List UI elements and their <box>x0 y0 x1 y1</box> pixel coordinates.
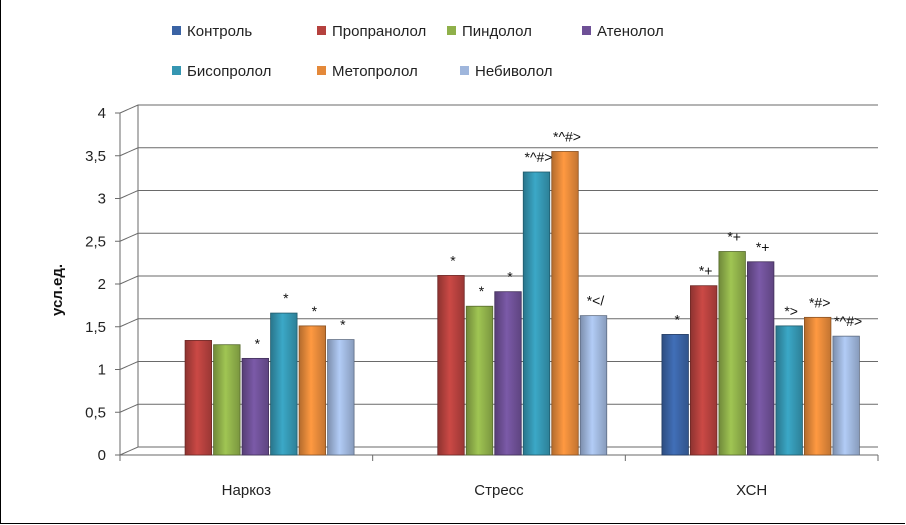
significance-label: *> <box>784 303 798 319</box>
y-tick-label: 2,5 <box>85 233 106 250</box>
legend-swatch <box>460 66 469 75</box>
y-axis-label: усл.ед. <box>49 264 66 316</box>
bar <box>437 275 465 456</box>
significance-label: * <box>507 269 513 285</box>
significance-label: *#> <box>809 294 830 310</box>
significance-label: *^#> <box>525 149 553 165</box>
legend-label: Метопролол <box>332 63 418 80</box>
bar <box>804 316 832 456</box>
bar <box>718 251 746 456</box>
category-label: Наркоз <box>222 482 271 499</box>
significance-label: * <box>340 317 346 333</box>
bar <box>832 335 860 456</box>
category-label: Стресс <box>474 482 524 499</box>
legend-label: Бисопролол <box>187 63 271 80</box>
gridline <box>119 190 878 199</box>
legend-swatch <box>317 66 326 75</box>
bar <box>184 340 212 456</box>
y-tick-label: 1,5 <box>85 319 106 336</box>
significance-label: *+ <box>756 239 770 255</box>
legend-swatch <box>582 26 591 35</box>
significance-label: * <box>255 335 261 351</box>
bars-layer <box>184 151 860 456</box>
legend: Контроль Пропранолол Пиндолол Атенолол Бисоп… <box>172 23 664 80</box>
significance-label: *</ <box>587 293 605 309</box>
legend-label: Небиволол <box>475 63 552 80</box>
significance-label: * <box>450 252 456 268</box>
bar <box>579 315 608 456</box>
gridline <box>119 104 878 114</box>
significance-label: * <box>479 283 485 299</box>
significance-label: * <box>312 303 318 319</box>
y-tick-label: 2 <box>98 276 106 293</box>
significance-label: *+ <box>699 263 713 279</box>
legend-swatch <box>172 66 181 75</box>
legend-label: Пропранолол <box>332 23 426 40</box>
legend-label: Пиндолол <box>462 23 532 40</box>
bar <box>551 151 579 456</box>
bar <box>690 285 718 456</box>
y-tick-label: 1 <box>98 362 106 379</box>
bar <box>241 357 269 456</box>
bar <box>661 334 689 456</box>
legend-label: Контроль <box>187 23 252 40</box>
y-tick-label: 0 <box>98 447 106 464</box>
annotation-layer: ********^#>*^#>*</**+*+*+*>*#>*^#> <box>255 128 863 351</box>
bar <box>327 339 355 456</box>
y-tick-label: 3 <box>98 191 106 208</box>
significance-label: * <box>283 290 289 306</box>
bar <box>775 325 803 456</box>
y-tick-label: 4 <box>98 105 106 122</box>
significance-label: *^#> <box>834 313 862 329</box>
bar <box>465 305 494 456</box>
bar <box>522 171 551 456</box>
legend-swatch <box>317 26 326 35</box>
bar <box>270 312 298 456</box>
bar <box>747 261 775 456</box>
significance-label: *^#> <box>553 128 581 144</box>
bar <box>213 344 241 456</box>
bar <box>298 325 326 456</box>
significance-label: * <box>674 311 680 327</box>
legend-swatch <box>172 26 181 35</box>
gridline <box>119 147 878 157</box>
legend-swatch <box>447 26 456 35</box>
legend-label: Атенолол <box>597 23 664 40</box>
significance-label: *+ <box>727 229 741 245</box>
bar <box>494 291 522 456</box>
y-tick-label: 3,5 <box>85 148 106 165</box>
category-label: ХСН <box>736 482 767 499</box>
y-tick-label: 0,5 <box>85 404 106 421</box>
